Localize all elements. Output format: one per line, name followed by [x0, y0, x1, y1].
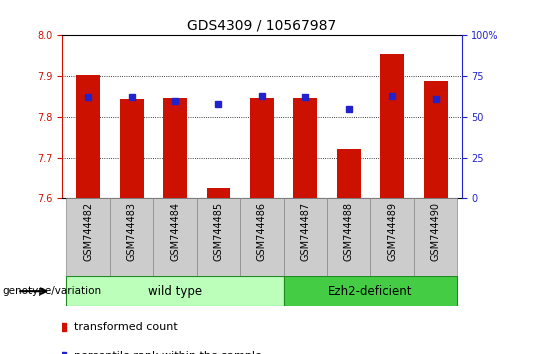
Text: GSM744488: GSM744488: [344, 202, 354, 261]
Bar: [76, 75, 100, 198]
Text: GSM744486: GSM744486: [257, 202, 267, 261]
Text: transformed count: transformed count: [74, 322, 178, 332]
Text: GSM744483: GSM744483: [126, 202, 137, 261]
Text: GSM744484: GSM744484: [170, 202, 180, 261]
Bar: [284, 276, 457, 306]
Text: genotype/variation: genotype/variation: [3, 286, 102, 296]
Bar: [163, 98, 187, 198]
Bar: [206, 188, 231, 198]
Bar: [250, 98, 274, 198]
Bar: [66, 276, 284, 306]
Bar: [414, 198, 457, 276]
Bar: [153, 198, 197, 276]
Text: GSM744485: GSM744485: [213, 202, 224, 261]
Bar: [424, 81, 448, 198]
Bar: [240, 198, 284, 276]
Bar: [120, 98, 144, 198]
Bar: [337, 149, 361, 198]
Bar: [284, 198, 327, 276]
Bar: [293, 98, 318, 198]
Bar: [197, 198, 240, 276]
Text: GSM744489: GSM744489: [387, 202, 397, 261]
Text: GSM744490: GSM744490: [430, 202, 441, 261]
Bar: [327, 198, 370, 276]
Text: percentile rank within the sample: percentile rank within the sample: [74, 351, 262, 354]
Text: GSM744487: GSM744487: [300, 202, 310, 261]
Title: GDS4309 / 10567987: GDS4309 / 10567987: [187, 19, 336, 33]
Text: Ezh2-deficient: Ezh2-deficient: [328, 285, 413, 298]
Bar: [380, 54, 404, 198]
Bar: [66, 198, 110, 276]
Bar: [110, 198, 153, 276]
Text: wild type: wild type: [148, 285, 202, 298]
Bar: [370, 198, 414, 276]
Text: GSM744482: GSM744482: [83, 202, 93, 261]
